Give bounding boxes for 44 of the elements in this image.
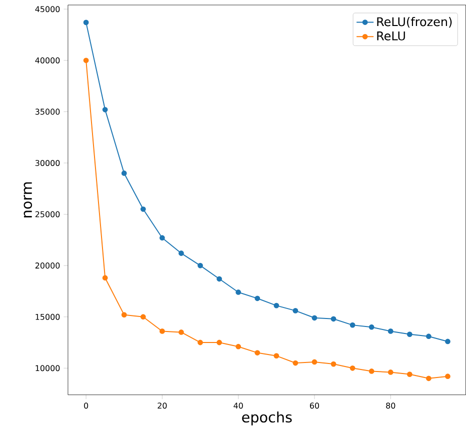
point [216, 276, 222, 282]
point [83, 58, 89, 64]
point [236, 344, 242, 350]
point [292, 360, 298, 366]
point [121, 312, 127, 318]
point [388, 328, 394, 334]
point [160, 235, 165, 241]
point [274, 353, 280, 359]
point [445, 338, 450, 344]
legend-label: ReLU [377, 32, 405, 41]
x-axis-title: epochs [242, 412, 292, 426]
point [274, 302, 280, 308]
point [350, 322, 356, 328]
y-axis-title: norm [24, 182, 32, 218]
point [198, 262, 203, 268]
point [406, 372, 412, 378]
point [83, 20, 89, 26]
point [312, 315, 318, 321]
point [121, 170, 127, 176]
point [406, 332, 412, 338]
point [198, 340, 203, 346]
point [312, 359, 318, 365]
point [178, 330, 184, 336]
point [350, 366, 356, 371]
point [254, 350, 260, 356]
point [445, 374, 450, 380]
point [140, 314, 146, 320]
point [426, 334, 432, 340]
point [254, 296, 260, 302]
point [160, 328, 165, 334]
point [102, 275, 108, 281]
point [140, 206, 146, 212]
point [368, 368, 374, 374]
point [102, 107, 108, 112]
point [216, 340, 222, 346]
legend-label: ReLU(frozen) [377, 17, 452, 28]
point [388, 370, 394, 376]
point [292, 308, 298, 314]
point [236, 290, 242, 296]
point [330, 316, 336, 322]
point [330, 361, 336, 367]
point [368, 324, 374, 330]
point [178, 250, 184, 256]
point [426, 376, 432, 382]
